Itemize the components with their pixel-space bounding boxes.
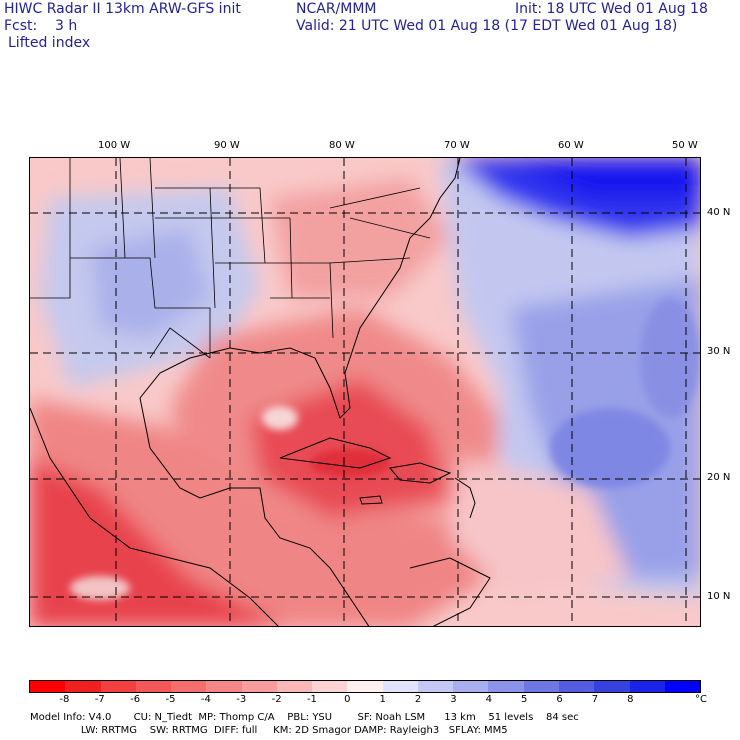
lat-label-30n: 30 N <box>707 346 731 357</box>
color-swatch <box>65 681 101 692</box>
color-swatch <box>664 681 701 692</box>
coast-us-gulf-atlantic <box>139 158 461 419</box>
color-swatch <box>347 681 383 692</box>
init-time: Init: 18 UTC Wed 01 Aug 18 <box>515 1 708 17</box>
color-scale-tick-label: -7 <box>94 694 105 705</box>
color-swatch <box>382 681 418 692</box>
valid-time: Valid: 21 UTC Wed 01 Aug 18 (17 EDT Wed … <box>296 18 678 34</box>
border-rio-grande <box>149 327 211 359</box>
color-scale-tick-label: 4 <box>485 694 492 705</box>
coast-jamaica <box>359 495 383 505</box>
color-scale-tick-label: 7 <box>591 694 599 705</box>
color-swatch <box>629 681 665 692</box>
color-scale-tick-label: 6 <box>556 694 563 705</box>
coast-cuba <box>279 437 392 469</box>
political-borders <box>30 158 431 359</box>
color-scale-tick-label: 2 <box>414 694 422 705</box>
model-title: HIWC Radar II 13km ARW-GFS init <box>4 1 241 17</box>
color-swatch <box>276 681 313 692</box>
coast-lesser-antilles <box>454 477 476 519</box>
border-state-1 <box>119 158 126 259</box>
border-state-3 <box>209 187 216 309</box>
coast-mexico-pacific <box>30 407 279 626</box>
color-swatch <box>171 681 207 692</box>
color-swatch <box>453 681 489 692</box>
border-state-9 <box>329 262 334 339</box>
model-info-line1: Model Info: V4.0 CU: N_Tiedt MP: Thomp C… <box>30 712 579 723</box>
border-texas-north <box>70 257 211 358</box>
color-swatch <box>241 681 277 692</box>
color-swatch <box>594 681 630 692</box>
lat-label-20n: 20 N <box>707 472 731 483</box>
coastlines <box>30 158 491 626</box>
color-scale-tick-label: -2 <box>271 694 282 705</box>
border-state-7 <box>259 187 266 264</box>
color-swatch <box>206 681 242 692</box>
color-scale-unit: °C <box>695 694 707 705</box>
color-scale-tick-label: -3 <box>236 694 247 705</box>
lon-label-80w: 80 W <box>329 140 355 151</box>
color-scale-tick-label: 0 <box>344 694 351 705</box>
field-detail <box>70 298 700 600</box>
color-scale-tick-label: 3 <box>450 694 457 705</box>
color-swatch <box>100 681 136 692</box>
lon-label-100w: 100 W <box>98 140 131 151</box>
field-name: Lifted index <box>8 35 91 51</box>
model-info-line2: LW: RRTMG SW: RRTMG DIFF: full KM: 2D Sm… <box>30 725 508 736</box>
forecast-hour: Fcst: 3 h <box>4 18 78 34</box>
coast-mexico-ca <box>139 397 370 626</box>
lon-label-70w: 70 W <box>444 140 470 151</box>
border-state-8 <box>289 217 293 299</box>
color-swatch <box>312 681 348 692</box>
graticule <box>30 158 700 626</box>
lon-label-50w: 50 W <box>672 140 698 151</box>
color-scale-tick-label: 8 <box>627 694 634 705</box>
color-swatch <box>558 681 595 692</box>
color-scale-tick-label: 1 <box>379 694 386 705</box>
lon-label-60w: 60 W <box>558 140 584 151</box>
color-swatch <box>488 681 524 692</box>
lat-label-10n: 10 N <box>707 591 731 602</box>
map-canvas <box>30 158 700 626</box>
institution-label: NCAR/MMM <box>296 1 377 17</box>
border-state-11 <box>349 217 431 239</box>
border-west <box>30 158 71 299</box>
coast-hispaniola <box>389 462 452 484</box>
color-scale-bar <box>29 680 701 693</box>
color-scale-tick-label: -4 <box>200 694 211 705</box>
lifted-index-map <box>29 157 701 627</box>
color-swatch <box>30 681 66 692</box>
border-state-2 <box>149 158 156 259</box>
color-scale-tick-label: -8 <box>59 694 70 705</box>
color-scale-tick-label: -6 <box>130 694 141 705</box>
color-scale-tick-label: -5 <box>165 694 176 705</box>
color-swatch <box>417 681 454 692</box>
color-swatch <box>523 681 559 692</box>
color-scale-tick-label: 5 <box>520 694 528 705</box>
color-swatch <box>135 681 172 692</box>
coast-south-america <box>409 557 491 626</box>
lat-label-40n: 40 N <box>707 207 731 218</box>
color-scale-tick-label: -1 <box>306 694 317 705</box>
lon-label-90w: 90 W <box>214 140 240 151</box>
border-state-12 <box>329 187 421 209</box>
